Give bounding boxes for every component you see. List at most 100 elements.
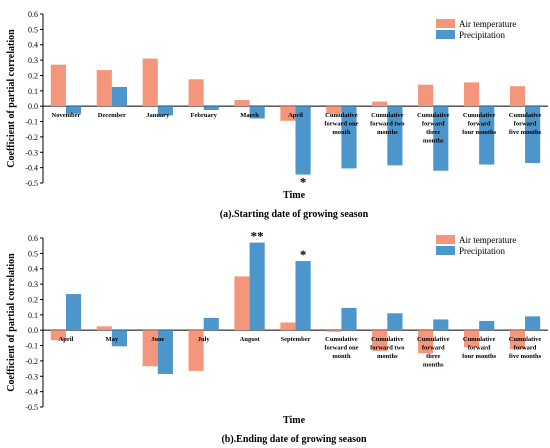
y-tick-label: 0.1 [28, 87, 38, 96]
x-axis-title: Time [283, 190, 306, 201]
bar-air-temperature [50, 330, 66, 341]
bar-precipitation [341, 307, 357, 331]
y-tick-label: 0.3 [28, 280, 38, 289]
legend-swatch [436, 30, 455, 39]
legend-label: Precipitation [459, 30, 505, 40]
category-label: February [191, 112, 218, 119]
bar-precipitation [157, 330, 173, 374]
category-label: December [98, 112, 126, 119]
y-tick-label: 0.4 [28, 41, 38, 50]
y-tick-label: -0.2 [25, 133, 38, 142]
category-label: Cumulative forward four months [462, 336, 496, 360]
significance-marker: ** [251, 229, 264, 244]
y-axis-title: Coefficient of partial correlation [6, 29, 17, 168]
bar-precipitation [387, 313, 403, 331]
bar-air-temperature [509, 86, 526, 107]
chart-panel-1: 0.6 0.5 0.4 0.3 0.2 0.1 0.0 -0.1 -0.2 -0.3 -0.4 -0.… [6, 229, 548, 445]
category-label: November [52, 112, 81, 119]
significance-marker: * [300, 247, 307, 262]
bar-air-temperature [50, 64, 66, 107]
bar-precipitation [203, 317, 219, 331]
bar-precipitation [479, 106, 495, 165]
chart-title: (b).Ending date of growing season [221, 434, 367, 445]
bar-air-temperature [280, 322, 296, 331]
legend-swatch [436, 246, 455, 255]
bar-precipitation [111, 330, 128, 347]
category-label: Cumulative forward one month [324, 112, 358, 136]
bar-air-temperature [326, 106, 342, 114]
category-label: April [288, 112, 303, 119]
bar-air-temperature [463, 82, 480, 107]
y-tick-label: 0.6 [28, 10, 38, 19]
y-tick-label: -0.1 [25, 342, 38, 351]
chart-panel-0: 0.6 0.5 0.4 0.3 0.2 0.1 0.0 -0.1 -0.2 -0.3 -0.4 -0.… [6, 10, 548, 220]
category-label: Cumulative forward three months [417, 336, 450, 369]
legend-label: Air temperature [459, 19, 516, 29]
y-tick-label: -0.1 [25, 118, 38, 127]
y-tick-label: -0.3 [25, 148, 38, 157]
category-label: Cumulative forward one month [324, 336, 358, 360]
x-axis-title: Time [283, 415, 306, 426]
category-label: June [151, 336, 164, 343]
y-tick-label: 0.1 [28, 311, 38, 320]
bar-air-temperature [96, 70, 112, 107]
bar-air-temperature [280, 106, 296, 121]
category-label: Cumulative forward four months [462, 112, 496, 136]
category-label: March [240, 112, 259, 119]
bar-precipitation [525, 316, 541, 331]
bar-precipitation [249, 106, 265, 119]
y-tick-label: 0.2 [28, 295, 38, 304]
bar-precipitation [479, 320, 495, 331]
bar-air-temperature [463, 330, 480, 348]
bar-air-temperature [96, 326, 112, 331]
bar-precipitation [65, 106, 82, 114]
bar-air-temperature [188, 79, 204, 107]
category-label: Cumulative forward two months [370, 336, 404, 360]
bar-air-temperature [418, 84, 434, 107]
y-tick-label: -0.4 [25, 164, 38, 173]
bar-precipitation [387, 106, 403, 166]
bar-precipitation [295, 106, 311, 175]
bar-precipitation [157, 106, 173, 116]
y-tick-label: -0.2 [25, 357, 38, 366]
legend-swatch [436, 235, 455, 244]
bar-precipitation [433, 106, 449, 171]
legend-swatch [436, 19, 455, 28]
y-axis-title: Coefficient of partial correlation [6, 253, 17, 392]
y-tick-label: 0.3 [28, 56, 38, 65]
bar-air-temperature [372, 101, 388, 107]
chart-title: (a).Starting date of growing season [220, 209, 369, 220]
category-label: Cumulative forward five months [509, 112, 542, 136]
y-tick-label: -0.3 [25, 372, 38, 381]
category-label: Cumulative forward two months [370, 112, 404, 136]
category-label: May [106, 336, 119, 343]
y-tick-label: -0.5 [25, 403, 38, 412]
bar-air-temperature [142, 58, 158, 107]
category-label: July [198, 336, 211, 343]
category-label: August [240, 336, 261, 343]
bar-precipitation [111, 86, 128, 107]
y-tick-label: 0.6 [28, 234, 38, 243]
legend-label: Precipitation [459, 246, 505, 256]
bar-air-temperature [418, 330, 434, 354]
bar-precipitation [295, 261, 311, 331]
bar-precipitation [525, 106, 541, 164]
category-label: Cumulative forward five months [509, 336, 542, 360]
bar-air-temperature [234, 100, 250, 107]
bar-precipitation [249, 242, 265, 331]
bar-precipitation [203, 106, 219, 111]
category-label: September [281, 336, 311, 343]
category-label: Cumulative forward three months [417, 112, 450, 145]
y-tick-label: 0.4 [28, 265, 38, 274]
bar-air-temperature [509, 330, 526, 350]
legend-label: Air temperature [459, 235, 516, 245]
bar-air-temperature [234, 276, 250, 331]
category-label: April [59, 336, 74, 343]
y-tick-label: -0.5 [25, 179, 38, 188]
bar-air-temperature [188, 330, 204, 371]
bar-air-temperature [372, 330, 388, 351]
bar-air-temperature [326, 330, 342, 332]
y-tick-label: 0.2 [28, 71, 38, 80]
bar-precipitation [341, 106, 357, 169]
